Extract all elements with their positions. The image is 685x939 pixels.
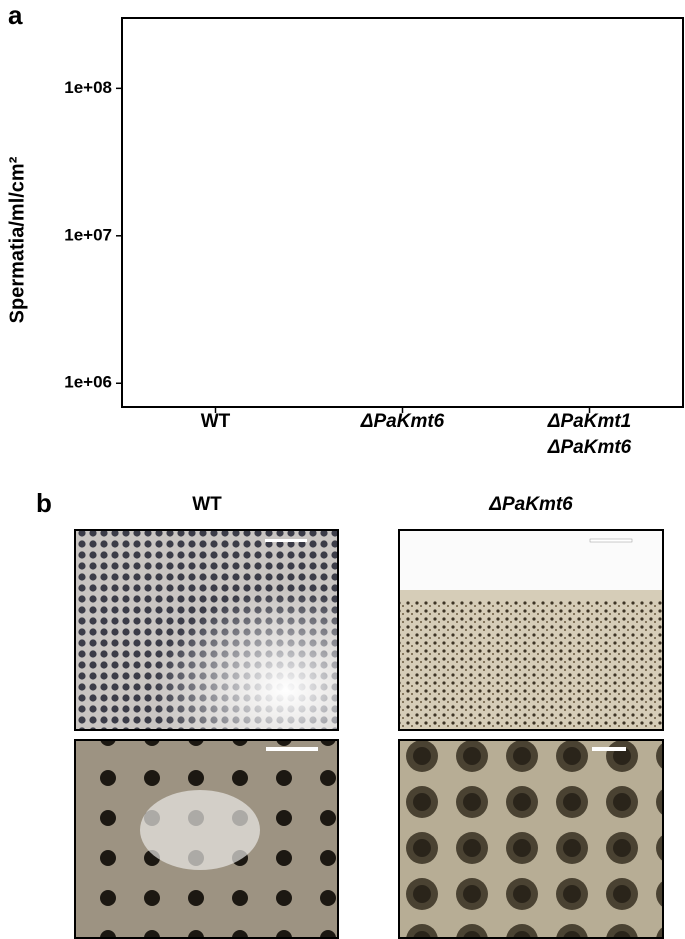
y-tick-label: 1e+08 (64, 78, 112, 97)
image (74, 529, 339, 731)
panel-label: a (8, 0, 23, 30)
column-title: ΔPaKmt6 (489, 494, 573, 515)
image (74, 739, 339, 939)
plot-frame (121, 17, 684, 408)
image (398, 529, 664, 731)
x-tick-label: ΔPaKmt6 (360, 411, 445, 432)
y-axis-label: Spermatia/ml/cm² (6, 156, 28, 323)
x-tick-label: WT (200, 411, 231, 432)
panel-label: b (36, 488, 52, 518)
x-tick-label: ΔPaKmt1 ΔPaKmt6 (547, 411, 632, 458)
column-title: WT (192, 494, 222, 515)
y-tick-label: 1e+07 (64, 225, 112, 244)
y-tick-label: 1e+06 (64, 373, 112, 392)
chart: Spermatia/ml/cm² 1e+061e+071e+081.37e+06… (6, 17, 684, 413)
image (398, 739, 664, 939)
